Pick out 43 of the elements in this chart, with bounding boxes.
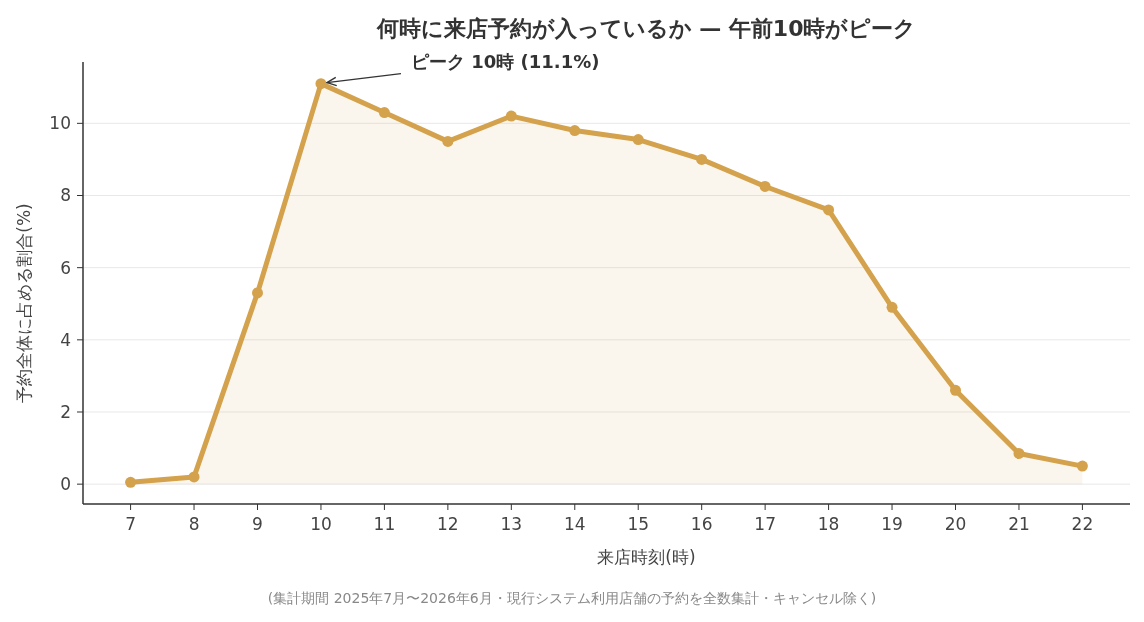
point: [252, 287, 263, 299]
text: (集計期間 2025年7月〜2026年6月・現行システム利用店舗の予約を全数集計・キャンセル除く): [267, 590, 877, 606]
y-tick-label: 0: [60, 474, 71, 495]
x-tick-label: 16: [690, 514, 713, 534]
annotation: ピーク 10時 (11.1%): [410, 50, 600, 72]
point: [632, 134, 644, 146]
point: [442, 135, 454, 147]
point: [1013, 447, 1025, 459]
point: [696, 153, 708, 165]
x-tick-label: 19: [881, 514, 903, 534]
x-tick-label: 20: [944, 514, 967, 534]
x-tick-label: 11: [373, 514, 396, 534]
x-tick-label: 8: [188, 514, 200, 534]
x-tick-label: 18: [817, 514, 840, 534]
x-tick-label: 13: [500, 514, 523, 534]
point: [950, 384, 961, 396]
x-axis-title: 来店時刻(時): [597, 547, 696, 567]
point: [378, 107, 390, 119]
x-tick-label: 17: [754, 514, 776, 534]
point: [759, 180, 771, 192]
point: [188, 471, 200, 483]
chart-title: 何時に来店予約が入っているか — 午前10時がピーク: [375, 16, 917, 41]
x-tick-label: 9: [252, 514, 263, 534]
x-tick-label: 7: [125, 514, 136, 534]
x-tick-label: 22: [1071, 514, 1094, 534]
point: [823, 204, 835, 216]
x-tick-label: 21: [1008, 514, 1030, 534]
point: [1076, 460, 1088, 472]
y-tick-label: 10: [49, 113, 71, 134]
point: [569, 125, 581, 137]
y-tick-label: 2: [60, 401, 71, 422]
x-tick-label: 14: [563, 514, 586, 534]
point: [886, 301, 898, 313]
y-tick-label: 4: [60, 329, 71, 350]
y-tick-label: 6: [60, 257, 71, 278]
y-axis-title: 予約全体に占める割合(%): [14, 203, 34, 403]
point: [125, 476, 137, 488]
x-tick-label: 10: [310, 514, 332, 534]
x-tick-label: 12: [437, 514, 459, 534]
point: [505, 110, 517, 122]
point: [315, 78, 327, 90]
x-tick-label: 15: [627, 514, 650, 534]
y-tick-label: 8: [60, 185, 71, 206]
